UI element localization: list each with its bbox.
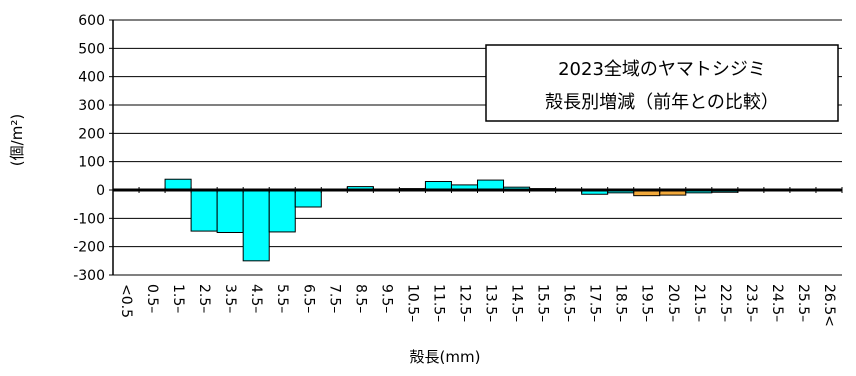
x-tick-label: 19.5– [639, 284, 655, 322]
y-tick-label: -100 [73, 211, 105, 227]
y-tick-label: 0 [96, 183, 105, 199]
y-tick-labels: 600 500 400 300 200 100 0 -100 -200 -300 [73, 13, 105, 284]
y-tick-label: 400 [78, 70, 105, 86]
y-tick-label: 200 [78, 126, 105, 142]
x-tick-label: 26.5< [821, 284, 837, 327]
x-tick-label: 17.5– [587, 284, 603, 322]
y-tick-label: 100 [78, 155, 105, 171]
bar [269, 190, 295, 232]
chart-title-line-1: 2023全域のヤマトシジミ [558, 59, 766, 80]
x-tick-label: <0.5 [118, 284, 134, 318]
x-tick-label: 6.5– [300, 284, 316, 313]
x-tick-label: 3.5– [222, 284, 238, 313]
x-tick-label: 2.5– [196, 284, 212, 313]
x-tick-label: 8.5– [352, 284, 368, 313]
x-tick-label: 7.5– [326, 284, 342, 313]
x-tick-label: 18.5– [613, 284, 629, 322]
bar [243, 190, 269, 261]
y-tick-label: -300 [73, 268, 105, 284]
y-tick-label: -200 [73, 240, 105, 256]
bar [295, 190, 321, 207]
x-tick-labels: <0.5 0.5– 1.5– 2.5– 3.5– 4.5– 5.5– 6.5– 7.5– 8.5–… [118, 284, 837, 327]
y-axis-title: (個/m²) [8, 114, 26, 166]
x-tick-label: 23.5– [743, 284, 759, 322]
x-tick-label: 4.5– [248, 284, 264, 313]
y-tick-label: 500 [78, 41, 105, 57]
x-tick-label: 10.5– [404, 284, 420, 322]
x-tick-label: 12.5– [456, 284, 472, 322]
bar [191, 190, 217, 231]
x-tick-label: 24.5– [769, 284, 785, 322]
x-tick-label: 11.5– [430, 284, 446, 322]
y-tick-label: 300 [78, 98, 105, 114]
x-tick-label: 13.5– [483, 284, 499, 322]
x-tick-label: 20.5– [665, 284, 681, 322]
bar [217, 190, 243, 233]
x-tick-label: 9.5– [378, 284, 394, 313]
x-tick-label: 21.5– [691, 284, 707, 322]
chart-title-line-2: 殻長別増減（前年との比較） [545, 92, 779, 113]
x-tick-label: 5.5– [274, 284, 290, 313]
chart-title-box: 2023全域のヤマトシジミ 殻長別増減（前年との比較） [486, 45, 838, 121]
bar [165, 179, 191, 190]
x-tick-label: 0.5– [144, 284, 160, 313]
x-tick-label: 16.5– [561, 284, 577, 322]
x-tick-label: 15.5– [535, 284, 551, 322]
x-tick-label: 22.5– [717, 284, 733, 322]
x-axis-title: 殻長(mm) [410, 348, 481, 366]
y-tick-label: 600 [78, 13, 105, 29]
x-tick-label: 14.5– [509, 284, 525, 322]
x-tick-label: 25.5– [795, 284, 811, 322]
x-tick-label: 1.5– [170, 284, 186, 313]
